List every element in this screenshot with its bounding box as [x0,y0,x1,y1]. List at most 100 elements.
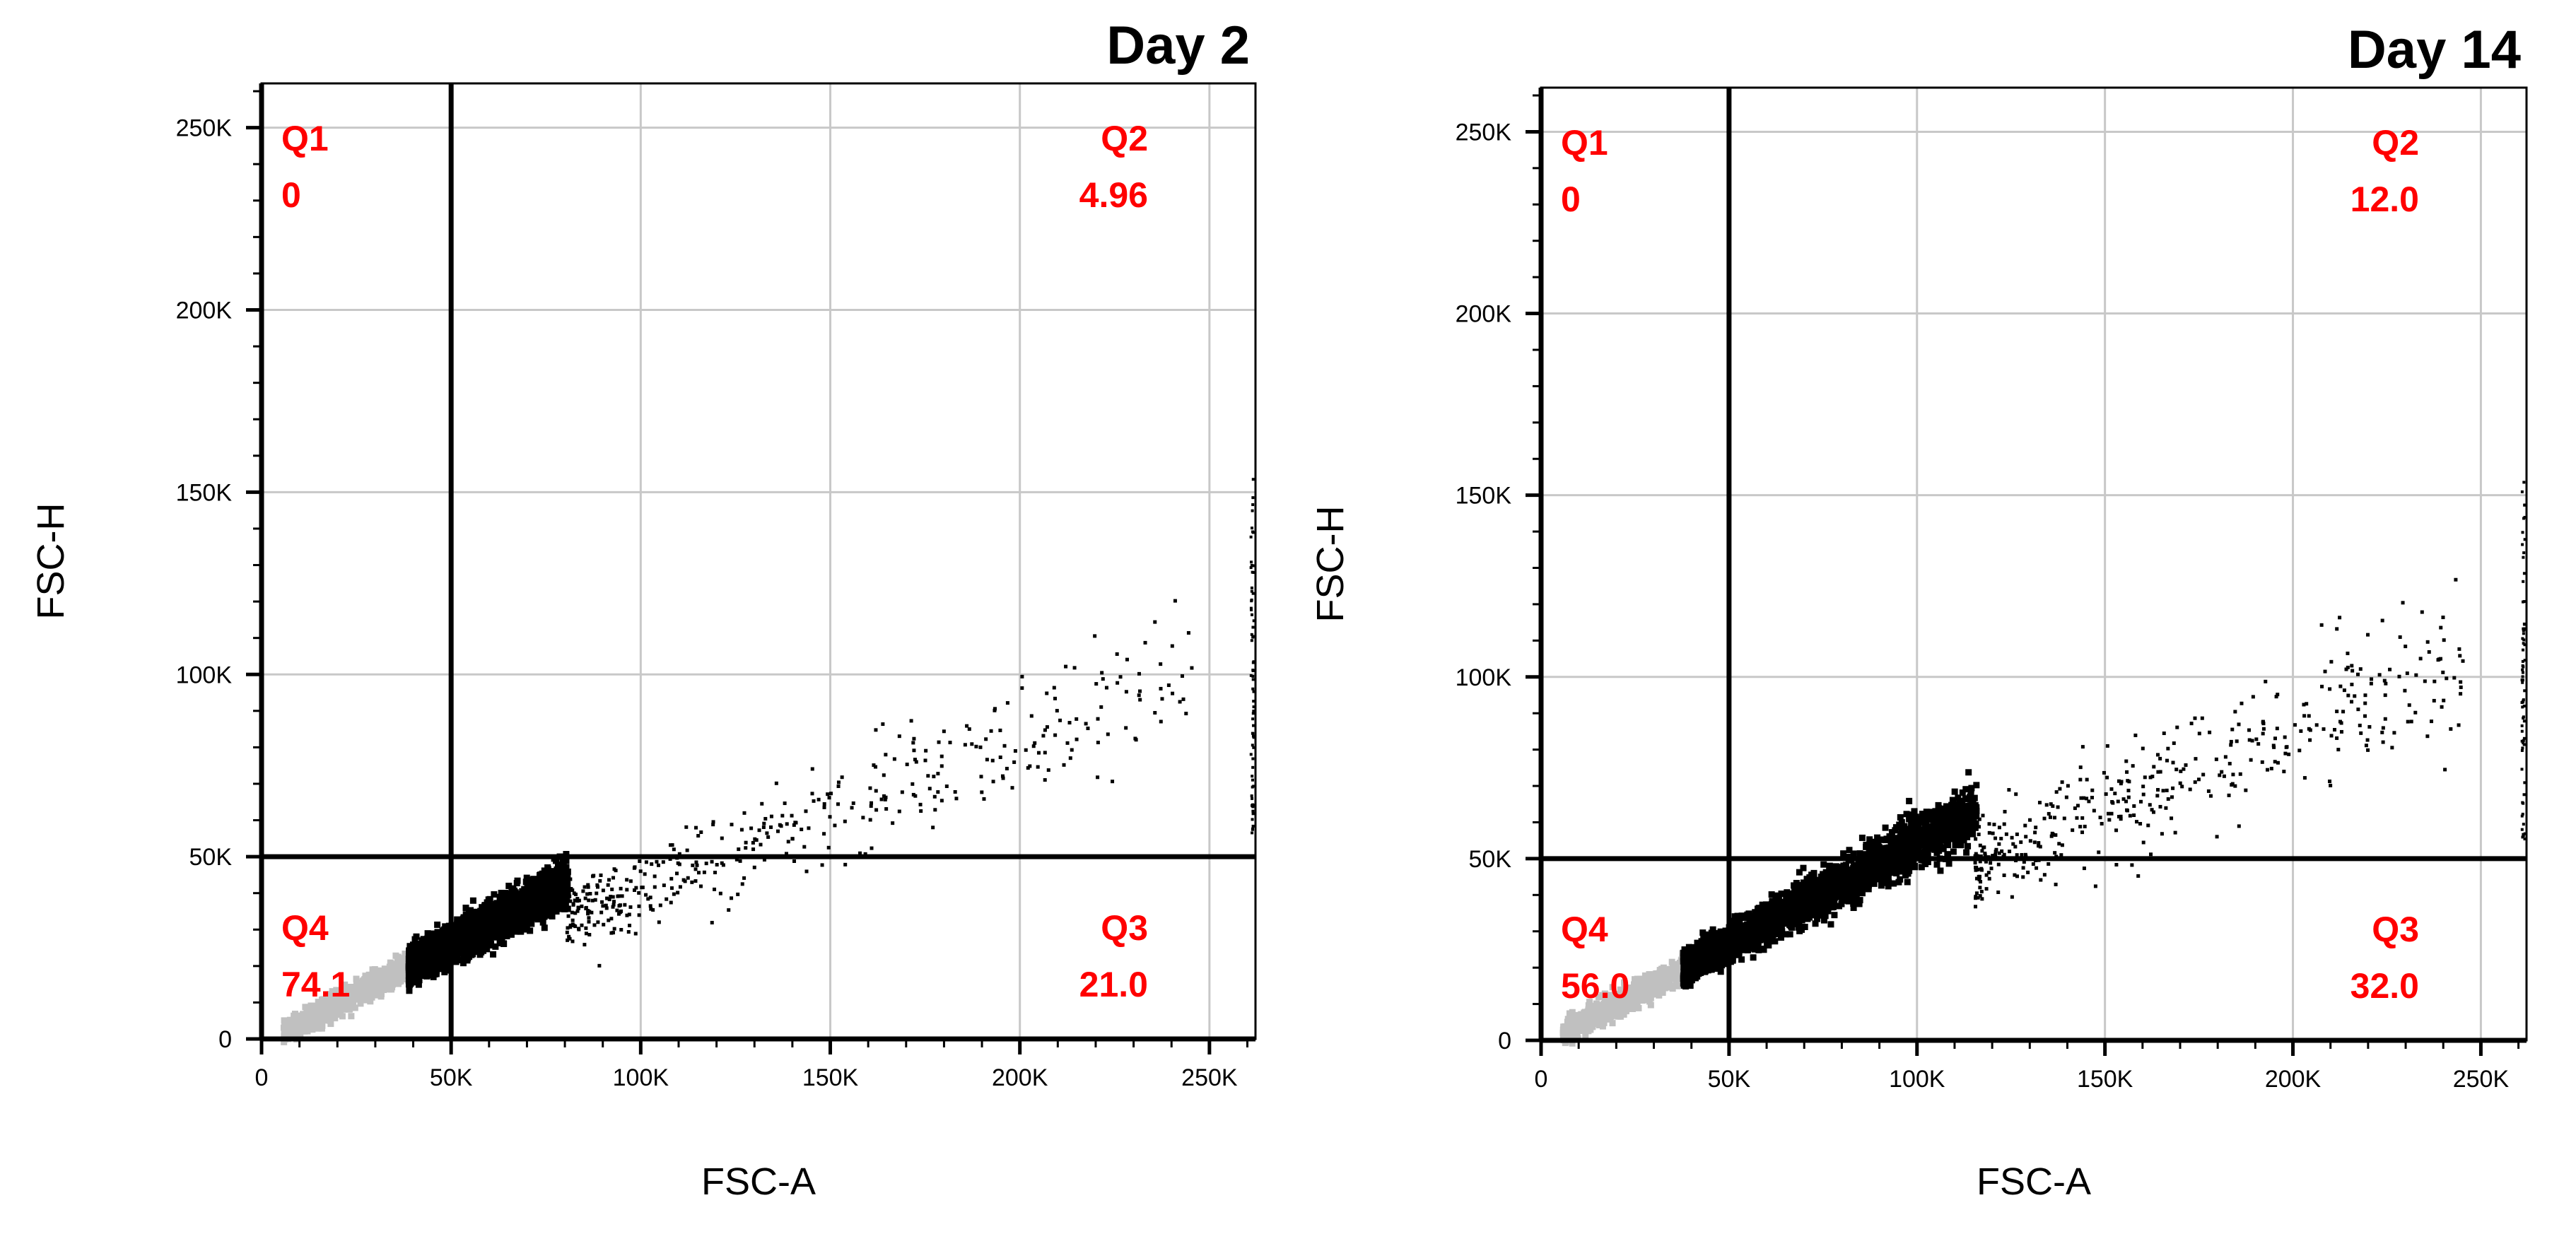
sparse-event [704,862,708,866]
dense-event [496,906,503,913]
gray-event [1627,1000,1634,1007]
sparse-event [611,900,616,904]
dense-event [477,934,484,941]
sparse-event [822,805,826,809]
gray-event [1641,988,1648,995]
quadrant-percentage: 4.96 [1079,175,1148,215]
quadrant-q2: Q24.96 [1079,119,1148,215]
sparse-event [881,722,885,727]
dense-event [559,857,566,864]
gray-event [1612,999,1620,1006]
gray-event [315,999,322,1006]
dense-event [407,970,414,977]
sparse-event [753,837,757,841]
gray-event [1641,983,1648,990]
sparse-event [897,809,901,813]
sparse-event [573,911,578,915]
dense-event [407,980,414,987]
gray-event [286,1016,293,1023]
sparse-event [596,920,600,924]
sparse-event [618,903,622,907]
sparse-event [1099,705,1103,709]
gray-event [1657,977,1664,984]
sparse-event [566,926,570,930]
dense-event [479,938,486,945]
dense-event [452,958,459,965]
sparse-event [611,895,615,899]
dense-event [544,903,551,910]
sparse-event [985,758,989,762]
x-tick-label: 50K [430,1064,473,1091]
sparse-event [568,923,573,927]
sparse-event [597,963,602,968]
gray-event [350,1000,357,1007]
dense-event [431,933,438,940]
sparse-event [710,920,714,924]
sparse-event [1012,760,1017,764]
sparse-event [695,863,699,867]
sparse-event [827,796,831,800]
gray-event [1656,992,1663,999]
sparse-event [757,828,761,833]
gray-event [342,987,349,994]
dense-event [525,900,532,907]
sparse-event [609,917,614,921]
sparse-event [649,907,653,911]
gray-event [1572,1017,1579,1024]
sparse-event [576,906,580,910]
edge-event [1250,639,1253,642]
sparse-event [1181,697,1185,701]
sparse-event [800,828,804,832]
sparse-event [892,757,896,761]
sparse-event [980,790,984,794]
dense-event [521,926,528,933]
edge-event [1251,775,1254,778]
gray-event [1656,987,1663,994]
sparse-event [937,740,941,744]
dense-event [564,905,571,912]
gray-event [313,1010,320,1017]
sparse-event [570,918,575,922]
sparse-event [1052,686,1056,690]
sparse-event [676,891,680,895]
dense-event [535,900,542,907]
x-tick-label: 0 [255,1064,269,1091]
sparse-event [669,886,674,891]
sparse-event [721,863,725,867]
edge-event [1252,724,1255,727]
sparse-event [670,843,674,847]
dense-event [462,922,469,929]
sparse-event [870,801,874,805]
dense-event [476,929,483,936]
dense-event [546,912,554,919]
y-tick-label: 100K [176,662,233,688]
sparse-event [942,729,946,734]
sparse-event [1068,756,1072,760]
plot-panel-2: 0 50K 100K 150K 200K 250K050K100K150K200K250K… [1309,20,2528,1203]
gray-event [400,955,407,962]
sparse-event [1096,775,1100,780]
dense-event [462,904,469,911]
sparse-event [677,852,681,856]
dense-event [544,864,551,871]
gray-event [1574,1014,1581,1021]
sparse-event [924,748,928,753]
dense-event [558,891,565,898]
sparse-event [1159,686,1163,691]
sparse-event [780,813,785,818]
sparse-event [939,754,944,758]
sparse-event [651,907,655,912]
edge-event [1250,599,1253,603]
edge-event [1251,785,1254,789]
dense-event [465,930,472,937]
gray-event [1578,1017,1585,1024]
gray-event [385,977,392,985]
sparse-event [590,910,594,915]
sparse-event [822,802,826,806]
gray-event [1613,990,1620,997]
gray-event [356,994,363,1001]
sparse-event [575,899,580,903]
dense-event [501,905,508,912]
edge-event [1249,566,1253,570]
